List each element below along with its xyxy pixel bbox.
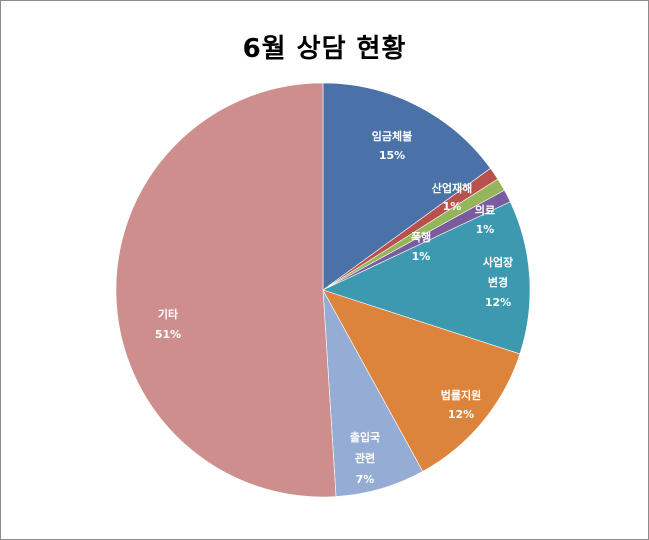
slice-percent: 15% (379, 149, 405, 162)
slice-label-2: 산업재해 1% (432, 181, 472, 213)
slice-percent: 1% (476, 223, 495, 236)
slice-name-line: 기타 (158, 307, 179, 321)
slice-name-line: 관련 (355, 451, 375, 465)
pie-slice-8 (115, 82, 337, 498)
pie-slice-1 (322, 82, 491, 291)
slice-percent: 7% (356, 473, 375, 486)
slice-name-line: 사업장 (483, 255, 513, 269)
slice-percent: 12% (448, 408, 474, 421)
slice-label-1: 임금체불 15% (372, 129, 412, 162)
slice-name-line: 산업재해 (432, 181, 472, 195)
pie-slice-5 (322, 201, 531, 355)
slice-name-line: 폭행 (411, 230, 431, 244)
slice-percent: 51% (155, 328, 181, 341)
slice-label-6: 법률지원 12% (441, 388, 481, 421)
slice-label-3: 의료 1% (475, 203, 495, 236)
slice-label-4: 폭행 1% (411, 230, 431, 263)
slice-label-8: 기타 51% (155, 307, 181, 341)
chart-title: 6월 상담 현황 (242, 34, 407, 64)
slice-name-line: 출입국 (350, 430, 380, 444)
pie-slice-6 (322, 289, 521, 472)
slice-name-line: 변경 (488, 275, 508, 289)
slice-name-line: 임금체불 (372, 129, 412, 143)
slice-name-line: 법률지원 (441, 388, 481, 402)
slice-percent: 1% (412, 250, 431, 263)
slice-percent: 12% (485, 296, 511, 309)
slice-name-line: 의료 (475, 203, 495, 217)
slice-percent: 1% (443, 200, 462, 213)
